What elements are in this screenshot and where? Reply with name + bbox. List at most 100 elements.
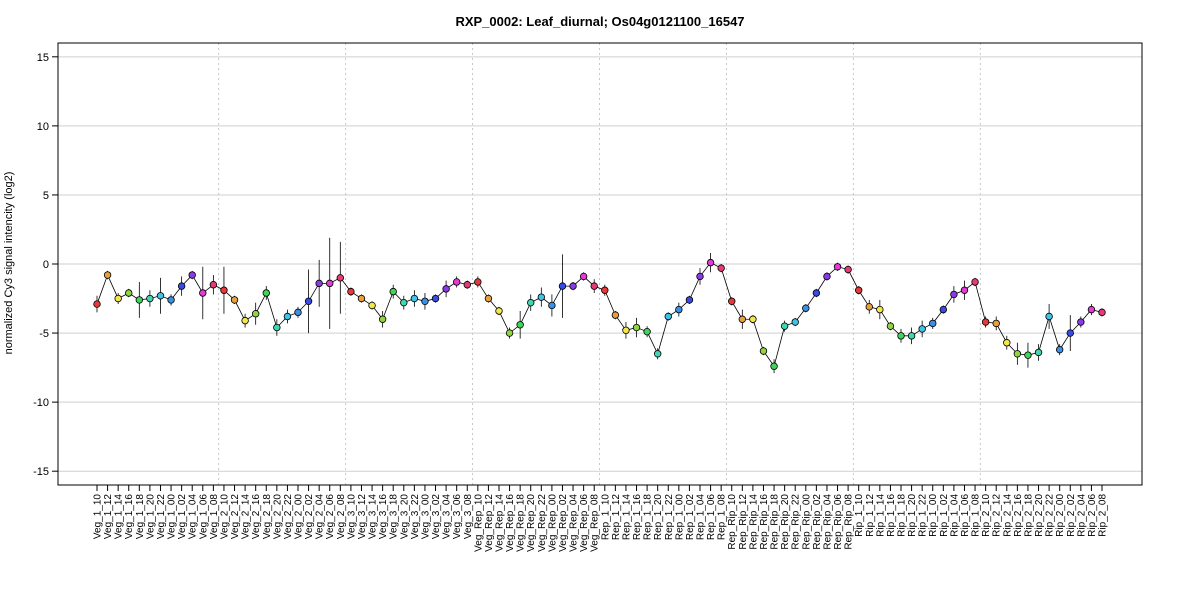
chart-title: RXP_0002: Leaf_diurnal; Os04g0121100_165… xyxy=(455,14,744,29)
data-point xyxy=(495,307,503,315)
data-point xyxy=(643,327,651,336)
data-point xyxy=(675,305,683,314)
x-tick-label: Rip_2_08 xyxy=(1098,494,1109,537)
data-point xyxy=(262,289,270,297)
data-point xyxy=(1098,308,1106,317)
data-point xyxy=(537,293,546,301)
x-tick-label: Rep_Rip_08 xyxy=(844,494,855,550)
x-tick-label: Rip_1_22 xyxy=(918,494,929,537)
data-point xyxy=(897,332,905,340)
x-tick-label: Rep_Rip_04 xyxy=(822,494,833,550)
data-point xyxy=(103,271,112,279)
y-tick-label: 15 xyxy=(37,52,49,64)
x-tick-label: Rep_1_20 xyxy=(653,494,664,541)
x-tick-label: Veg_3_04 xyxy=(442,494,453,539)
data-point xyxy=(1055,345,1064,354)
data-point xyxy=(696,272,704,281)
x-tick-label: Rep_1_22 xyxy=(664,494,675,541)
data-point xyxy=(717,264,725,272)
data-point xyxy=(780,322,789,330)
x-tick-label: Rip_1_12 xyxy=(865,494,876,537)
data-point xyxy=(802,304,810,312)
x-tick-label: Veg_1_18 xyxy=(135,494,146,539)
x-tick-label: Veg_1_08 xyxy=(209,494,220,539)
x-tick-label: Veg_1_16 xyxy=(124,494,135,539)
x-tick-label: Veg_Rep_10 xyxy=(473,494,484,552)
x-tick-label: Rep_Rip_16 xyxy=(759,494,770,550)
x-tick-label: Rip_2_04 xyxy=(1076,494,1087,537)
x-tick-label: Rep_Rip_10 xyxy=(727,494,738,550)
data-point xyxy=(759,347,768,355)
data-point xyxy=(220,286,228,294)
data-point xyxy=(854,286,863,294)
x-tick-label: Veg_Rep_12 xyxy=(484,494,495,552)
data-point xyxy=(357,294,366,303)
data-point xyxy=(1045,312,1053,321)
x-tick-label: Veg_2_06 xyxy=(325,494,336,539)
data-point xyxy=(1013,350,1022,358)
x-tick-label: Rip_1_02 xyxy=(939,494,950,537)
x-tick-label: Rip_2_10 xyxy=(981,494,992,537)
x-tick-label: Rip_1_16 xyxy=(886,494,897,537)
data-point xyxy=(918,325,926,333)
x-tick-label: Rip_2_12 xyxy=(992,494,1003,537)
x-tick-label: Veg_2_14 xyxy=(241,494,252,539)
x-tick-label: Veg_2_04 xyxy=(315,494,326,539)
data-point xyxy=(452,278,461,286)
data-point xyxy=(907,332,916,340)
x-tick-label: Veg_2_12 xyxy=(230,494,241,539)
y-axis: -15 -10 -5 0 5 10 15 xyxy=(33,52,58,478)
x-tick-label: Veg_3_02 xyxy=(431,494,442,539)
x-tick-label: Veg_2_20 xyxy=(272,494,283,539)
data-point xyxy=(378,315,387,323)
x-tick-label: Rip_2_16 xyxy=(1013,494,1024,537)
y-tick-label: -10 xyxy=(33,397,49,409)
y-tick-label: 5 xyxy=(43,190,49,202)
data-point xyxy=(199,289,207,297)
x-tick-label: Veg_2_10 xyxy=(219,494,230,539)
data-point xyxy=(431,294,440,303)
data-point xyxy=(971,278,979,286)
x-tick-label: Veg_3_16 xyxy=(378,494,389,539)
data-point xyxy=(579,272,588,281)
data-point xyxy=(315,279,323,288)
x-tick-label: Rip_1_10 xyxy=(854,494,865,537)
data-point xyxy=(833,263,842,271)
x-tick-label: Veg_Rep_20 xyxy=(526,494,537,552)
data-point xyxy=(251,310,260,318)
x-tick-label: Rep_1_04 xyxy=(696,494,707,541)
data-point xyxy=(283,312,292,321)
x-tick-label: Veg_Rep_08 xyxy=(590,494,601,552)
x-tick-label: Veg_2_08 xyxy=(336,494,347,539)
x-tick-label: Veg_2_22 xyxy=(283,494,294,539)
x-tick-label: Veg_Rep_14 xyxy=(495,494,506,552)
data-point xyxy=(981,318,990,326)
data-point xyxy=(950,290,958,299)
data-point xyxy=(400,298,408,307)
data-point xyxy=(347,287,355,296)
x-tick-label: Veg_1_14 xyxy=(114,494,125,539)
data-point xyxy=(1087,305,1096,314)
x-tick-label: Veg_3_10 xyxy=(346,494,357,539)
data-point xyxy=(93,300,101,308)
x-tick-label: Rep_1_10 xyxy=(600,494,611,541)
data-point xyxy=(1024,351,1032,359)
data-point xyxy=(939,305,948,314)
data-point xyxy=(463,281,471,289)
x-tick-label: Rep_Rip_22 xyxy=(791,494,802,550)
data-point xyxy=(632,323,641,332)
x-tick-label: Veg_3_22 xyxy=(410,494,421,539)
data-point xyxy=(1077,318,1085,326)
data-point xyxy=(844,265,852,274)
x-tick-label: Rep_Rip_14 xyxy=(748,494,759,550)
data-point xyxy=(421,297,429,305)
data-point xyxy=(929,319,937,328)
data-point xyxy=(749,315,757,323)
x-tick-label: Veg_3_14 xyxy=(368,494,379,539)
data-point xyxy=(558,282,567,290)
data-point xyxy=(876,305,884,314)
x-tick-label: Rep_1_14 xyxy=(621,494,632,541)
x-tick-label: Rep_Rip_12 xyxy=(738,494,749,550)
data-point xyxy=(505,329,514,337)
